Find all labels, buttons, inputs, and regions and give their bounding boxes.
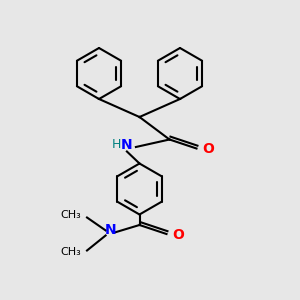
Text: O: O [172,228,184,242]
Text: N: N [105,224,117,237]
Text: N: N [121,138,133,152]
Text: H: H [111,138,121,152]
Text: CH₃: CH₃ [60,209,81,220]
Text: O: O [202,142,214,156]
Text: CH₃: CH₃ [60,247,81,257]
